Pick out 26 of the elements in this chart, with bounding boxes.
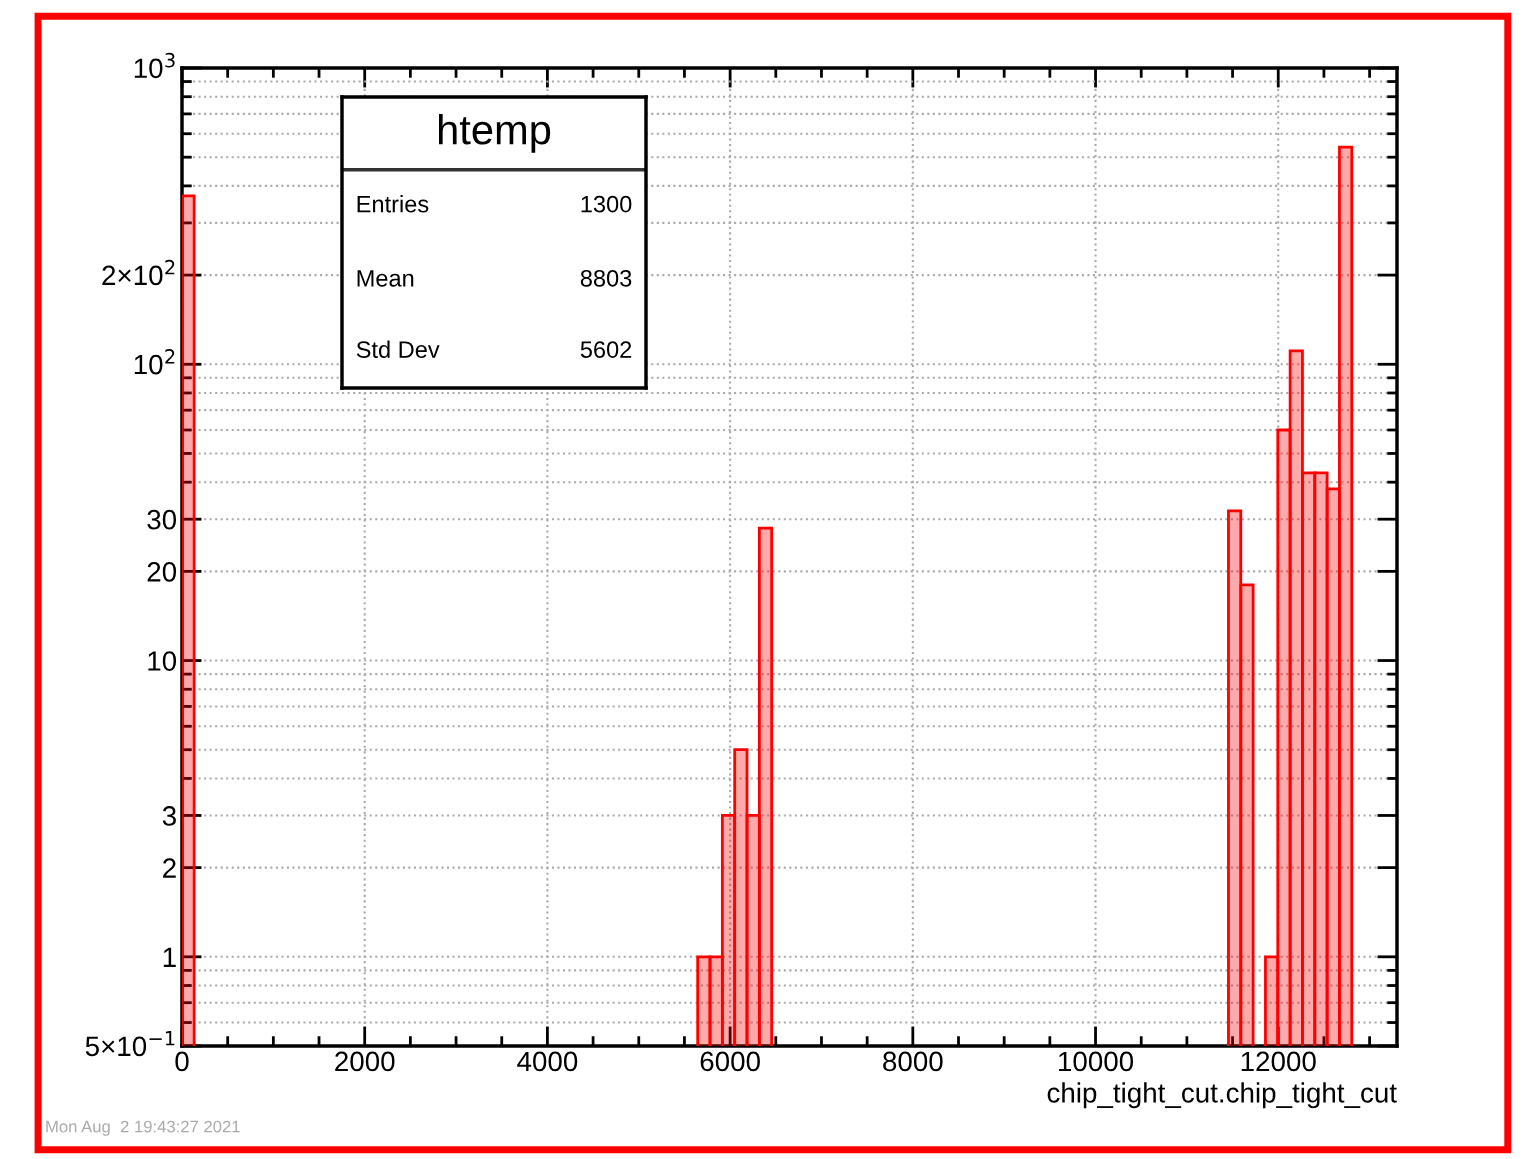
y-tick-label: 10 <box>148 651 177 671</box>
y-tick-label: 1 <box>163 947 176 967</box>
text: htemp <box>438 113 551 153</box>
annotation: Entries <box>357 195 429 213</box>
x-tick-label: 4000 <box>517 1051 578 1072</box>
x-tick-label: 10000 <box>1059 1051 1134 1072</box>
y-tick-label: 5×10$^{−1}$ <box>85 1031 175 1057</box>
annotation: Mean <box>357 270 414 287</box>
x-tick-label: 12000 <box>1241 1051 1316 1072</box>
text: Mon Aug 2 19:43:27 2021 <box>46 1120 240 1136</box>
x-tick-label: 8000 <box>883 1051 943 1072</box>
annotation: 5602 <box>580 341 632 358</box>
y-tick-label: 2×10$^{2}$ <box>102 259 175 286</box>
y-tick-label: 3 <box>162 806 176 826</box>
y-tick-label: 2 <box>163 858 176 878</box>
annotation: 1300 <box>581 195 632 213</box>
annotation: Std Dev <box>356 340 440 358</box>
x-tick-label: 2000 <box>335 1051 395 1072</box>
y-tick-label: 20 <box>147 562 177 582</box>
annotation: 8803 <box>580 269 632 287</box>
x-tick-label: 6000 <box>700 1051 760 1072</box>
y-tick-label: 10$^{3}$ <box>134 52 175 79</box>
x-axis-title: chip_tight_cut.chip_tight_cut <box>1047 1082 1397 1109</box>
y-tick-label: 10$^{2}$ <box>134 349 175 375</box>
x-tick-label: 0 <box>175 1051 189 1072</box>
y-tick-label: 30 <box>147 509 177 530</box>
